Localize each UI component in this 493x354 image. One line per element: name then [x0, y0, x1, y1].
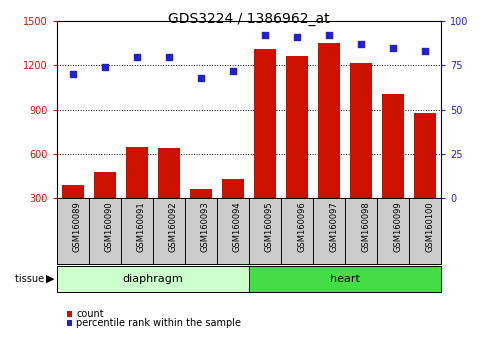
Bar	[249, 266, 441, 292]
Text: ▶: ▶	[46, 274, 54, 284]
Point	[389, 45, 397, 51]
Text: GDS3224 / 1386962_at: GDS3224 / 1386962_at	[168, 12, 330, 27]
Text: GSM160099: GSM160099	[393, 201, 402, 252]
Text: GSM160095: GSM160095	[265, 201, 274, 252]
Point	[325, 33, 333, 38]
Text: GSM160100: GSM160100	[425, 201, 434, 252]
Text: GSM160091: GSM160091	[137, 201, 146, 252]
Text: GSM160089: GSM160089	[73, 201, 82, 252]
Point	[261, 33, 269, 38]
Bar	[94, 172, 116, 242]
Bar	[222, 179, 244, 242]
Point	[69, 72, 77, 77]
Point	[357, 41, 365, 47]
Text: count: count	[76, 309, 104, 319]
Point	[165, 54, 173, 59]
Text: GSM160097: GSM160097	[329, 201, 338, 252]
Point	[229, 68, 237, 74]
Text: diaphragm: diaphragm	[122, 274, 183, 284]
Text: GSM160098: GSM160098	[361, 201, 370, 252]
Text: GSM160093: GSM160093	[201, 201, 210, 252]
Bar	[57, 266, 249, 292]
Bar	[350, 63, 372, 242]
Text: percentile rank within the sample: percentile rank within the sample	[76, 318, 242, 328]
Point	[421, 48, 429, 54]
Bar	[286, 56, 308, 242]
Bar	[158, 148, 180, 242]
Text: tissue: tissue	[15, 274, 47, 284]
Text: GSM160092: GSM160092	[169, 201, 178, 252]
Text: GSM160096: GSM160096	[297, 201, 306, 252]
Bar	[126, 147, 148, 242]
Bar	[190, 189, 212, 242]
Point	[101, 64, 108, 70]
Point	[293, 34, 301, 40]
Point	[133, 54, 141, 59]
Text: GSM160094: GSM160094	[233, 201, 242, 252]
Text: heart: heart	[330, 274, 360, 284]
Bar	[62, 185, 84, 242]
Bar	[254, 49, 276, 242]
Bar	[382, 93, 404, 242]
Bar	[414, 113, 436, 242]
Text: GSM160090: GSM160090	[105, 201, 114, 252]
Point	[197, 75, 205, 81]
Bar	[318, 44, 340, 242]
